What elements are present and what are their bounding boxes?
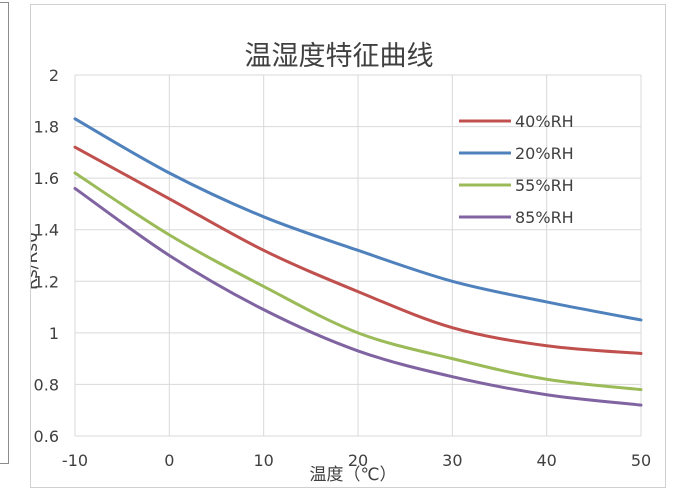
legend-label: 85%RH [515,208,574,227]
chart-area: 温湿度特征曲线 0.6 0.8 1 1.2 1.4 1.6 1.8 2 -10 0 10 20 30 4… [30,4,666,488]
series-lines [73,117,643,407]
series-line-20rh [73,117,643,322]
adjacent-panel-edge [0,2,9,464]
legend-label: 20%RH [515,144,574,163]
x-tick-label: 0 [164,451,174,470]
y-tick-label: 0.6 [34,427,59,446]
x-tick-label: 10 [253,451,273,470]
legend-label: 40%RH [515,112,574,131]
y-tick-label: 2 [49,66,59,85]
chart-title: 温湿度特征曲线 [245,41,434,72]
x-tick-label: 50 [631,451,651,470]
y-tick-label: 1.4 [34,221,59,240]
legend: 40%RH 20%RH 55%RH 85%RH [459,112,574,227]
x-tick-label: 40 [536,451,556,470]
series-line-55rh [73,171,643,392]
x-tick-label: 20 [348,451,368,470]
y-axis-title: Rs/Rs0 [31,232,42,290]
x-tick-label: 30 [442,451,462,470]
series-line-85rh [73,186,643,407]
legend-label: 55%RH [515,176,574,195]
y-tick-label: 0.8 [34,375,59,394]
y-tick-label: 1.6 [34,169,59,188]
y-axis-tick-labels: 0.6 0.8 1 1.2 1.4 1.6 1.8 2 [34,66,59,446]
chart-svg: 温湿度特征曲线 0.6 0.8 1 1.2 1.4 1.6 1.8 2 -10 0 10 20 30 4… [31,41,651,485]
x-tick-label: -10 [62,451,88,470]
x-axis-title: 温度（℃） [309,465,396,485]
x-axis-tick-labels: -10 0 10 20 30 40 50 [62,451,651,470]
y-tick-label: 1.8 [34,118,59,137]
y-tick-label: 1 [49,324,59,343]
series-line-40rh [73,145,643,355]
y-tick-label: 1.2 [34,272,59,291]
